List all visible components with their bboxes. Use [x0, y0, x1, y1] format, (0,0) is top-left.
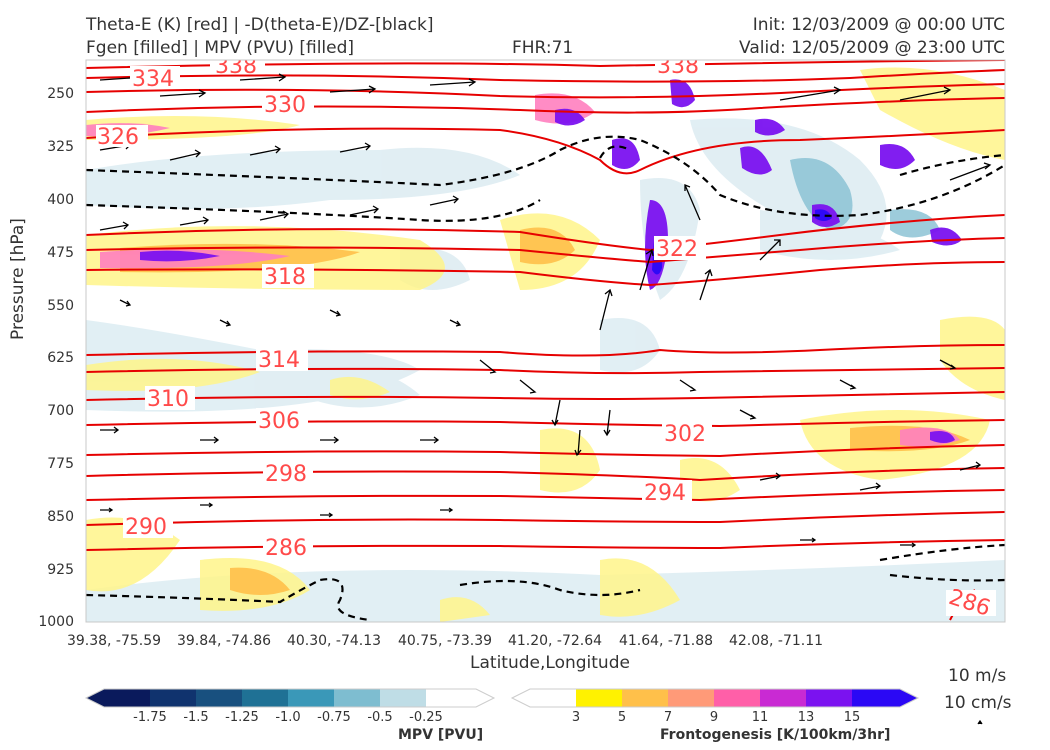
fgen-fill-layer — [86, 67, 1005, 622]
mpv-colorbar-label: -0.25 — [409, 710, 443, 725]
contour-label-314: 314 — [258, 348, 300, 373]
mpv-colorbar-label: -1.5 — [183, 710, 209, 725]
contour-label-302: 302 — [664, 422, 706, 447]
y-tick: 925 — [47, 562, 74, 578]
mpv-strong-fill-layer — [790, 158, 940, 238]
valid-time: Valid: 12/05/2009 @ 23:00 UTC — [739, 38, 1005, 58]
y-tick: 625 — [47, 350, 74, 366]
fgen-colorbar-label: 11 — [751, 710, 769, 725]
x-tick: 41.20, -72.64 — [507, 633, 603, 649]
fgen-colorbar-label: 15 — [843, 710, 861, 725]
y-tick: 400 — [47, 192, 74, 208]
contour-label-338-right: 338 — [657, 54, 699, 79]
fgen-colorbar-title: Frontogenesis [K/100km/3hr] — [660, 727, 891, 743]
vector-key-arrows — [977, 719, 983, 725]
x-tick: 41.64, -71.88 — [618, 633, 714, 649]
x-axis-label: Latitude,Longitude — [470, 653, 630, 673]
y-tick: 775 — [47, 456, 74, 472]
contour-label-334: 334 — [132, 67, 174, 92]
contour-label-bgs — [96, 60, 996, 616]
mpv-colorbar-label: -0.75 — [317, 710, 351, 725]
x-tick: 40.30, -74.13 — [286, 633, 382, 649]
dthetae-dz-contours — [86, 135, 1005, 622]
vector-key-horizontal: 10 m/s — [948, 666, 1007, 686]
vector-key-vertical: 10 cm/s — [944, 693, 1012, 713]
contour-label-286: 286 — [265, 536, 307, 561]
y-tick: 325 — [47, 139, 74, 155]
title-left-1: Theta-E (K) [red] | -D(theta-E)/DZ-[blac… — [86, 15, 434, 35]
y-tick: 1000 — [38, 614, 74, 630]
mpv-colorbar-title: MPV [PVU] — [398, 727, 484, 743]
y-tick: 850 — [47, 509, 74, 525]
fgen-colorbar-label: 7 — [663, 710, 673, 725]
theta-e-contours — [86, 60, 1005, 621]
contour-label-326: 326 — [97, 125, 139, 150]
x-tick: 39.38, -75.59 — [66, 633, 162, 649]
plot-frame — [85, 59, 1006, 623]
contour-label-338: 338 — [215, 54, 257, 79]
mpv-colorbar-label: -1.75 — [133, 710, 167, 725]
init-time: Init: 12/03/2009 @ 00:00 UTC — [752, 15, 1005, 35]
fgen-colorbar-label: 5 — [617, 710, 627, 725]
y-tick: 250 — [47, 86, 74, 102]
forecast-hour: FHR:71 — [512, 38, 574, 58]
y-tick: 550 — [47, 298, 74, 314]
fgen-colorbar-label: 9 — [709, 710, 719, 725]
contour-label-294: 294 — [644, 481, 686, 506]
contour-label-318: 318 — [264, 265, 306, 290]
mpv-colorbar — [84, 688, 496, 708]
contour-labels: 338 334 330 326 322 318 314 310 306 302 … — [97, 54, 993, 622]
wind-vectors — [99, 73, 992, 548]
fgen-colorbar-label: 13 — [797, 710, 815, 725]
y-tick: 700 — [47, 403, 74, 419]
x-tick: 40.75, -73.39 — [397, 633, 493, 649]
contour-label-322: 322 — [656, 237, 698, 262]
fgen-colorbar-label: 3 — [571, 710, 581, 725]
title-left-2: Fgen [filled] | MPV (PVU) [filled] — [86, 38, 355, 58]
mpv-colorbar-label: -1.0 — [275, 710, 301, 725]
contour-label-330: 330 — [264, 93, 306, 118]
y-tick: 475 — [47, 245, 74, 261]
contour-label-306: 306 — [258, 409, 300, 434]
mpv-colorbar-label: -0.5 — [367, 710, 393, 725]
contour-label-298: 298 — [265, 462, 307, 487]
contour-label-290: 290 — [125, 515, 167, 540]
y-axis-label: Pressure [hPa] — [8, 218, 28, 340]
fgen-colorbar — [510, 688, 920, 708]
x-tick: 39.84, -74.86 — [176, 633, 272, 649]
x-tick: 42.08, -71.11 — [728, 633, 824, 649]
mpv-colorbar-label: -1.25 — [225, 710, 259, 725]
contour-label-310: 310 — [147, 387, 189, 412]
